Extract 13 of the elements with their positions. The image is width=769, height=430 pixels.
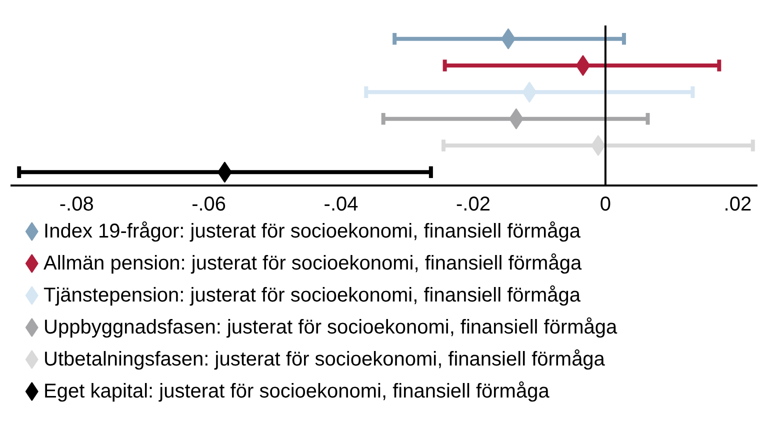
x-tick-label: -.02 [456, 194, 490, 216]
legend-label: Utbetalningsfasen: justerat för socioekonomi, finansiell förmåga [44, 348, 606, 370]
legend-label: Eget kapital: justerat för socioekonomi, finansiell förmåga [44, 380, 550, 402]
x-tick-label: -.06 [192, 194, 226, 216]
x-tick-label: .02 [724, 194, 752, 216]
legend-label: Allmän pension: justerat för socioekonomi, finansiell förmåga [44, 252, 582, 274]
legend-label: Uppbyggnadsfasen: justerat för socioekonomi, finansiell förmåga [44, 316, 618, 338]
point [576, 55, 590, 76]
legend-label: Tjänstepension: justerat för socioekonomi, finansiell förmåga [44, 284, 582, 306]
legend-label: Index 19-frågor: justerat för socioekonomi, finansiell förmåga [44, 220, 582, 242]
x-tick-label: -.08 [59, 194, 94, 216]
x-tick-label: 0 [600, 194, 612, 216]
x-tick-label: -.04 [324, 194, 358, 216]
